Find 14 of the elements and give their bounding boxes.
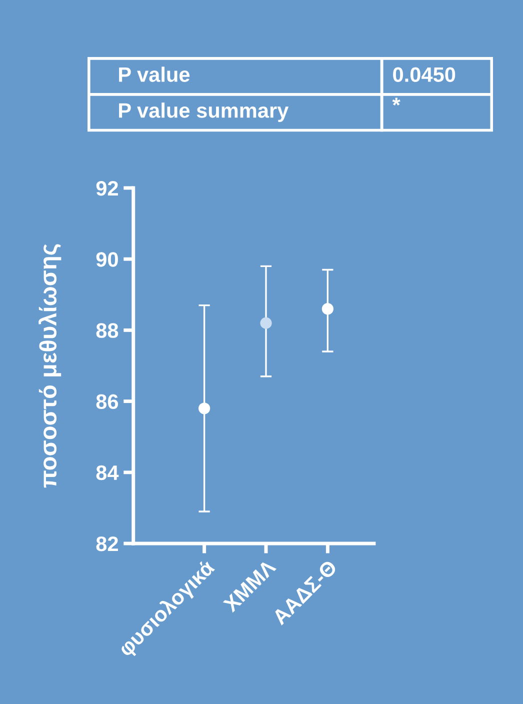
text: * bbox=[392, 98, 400, 106]
text: P value summary bbox=[119, 102, 289, 122]
y-tick-label: 90 bbox=[96, 252, 118, 267]
y-tick-label: 92 bbox=[96, 180, 118, 196]
point bbox=[260, 317, 272, 329]
y-tick-label: 82 bbox=[96, 536, 118, 552]
y-tick-label: 88 bbox=[96, 323, 118, 338]
y-tick-label: 86 bbox=[96, 394, 118, 410]
point bbox=[322, 303, 334, 315]
point bbox=[198, 402, 210, 414]
y-axis-title: ποσοστό μεθυλίωσης bbox=[38, 244, 62, 488]
text: 0.0450 bbox=[393, 67, 456, 82]
y-tick-label: 84 bbox=[96, 465, 119, 480]
text: P value bbox=[119, 66, 190, 82]
